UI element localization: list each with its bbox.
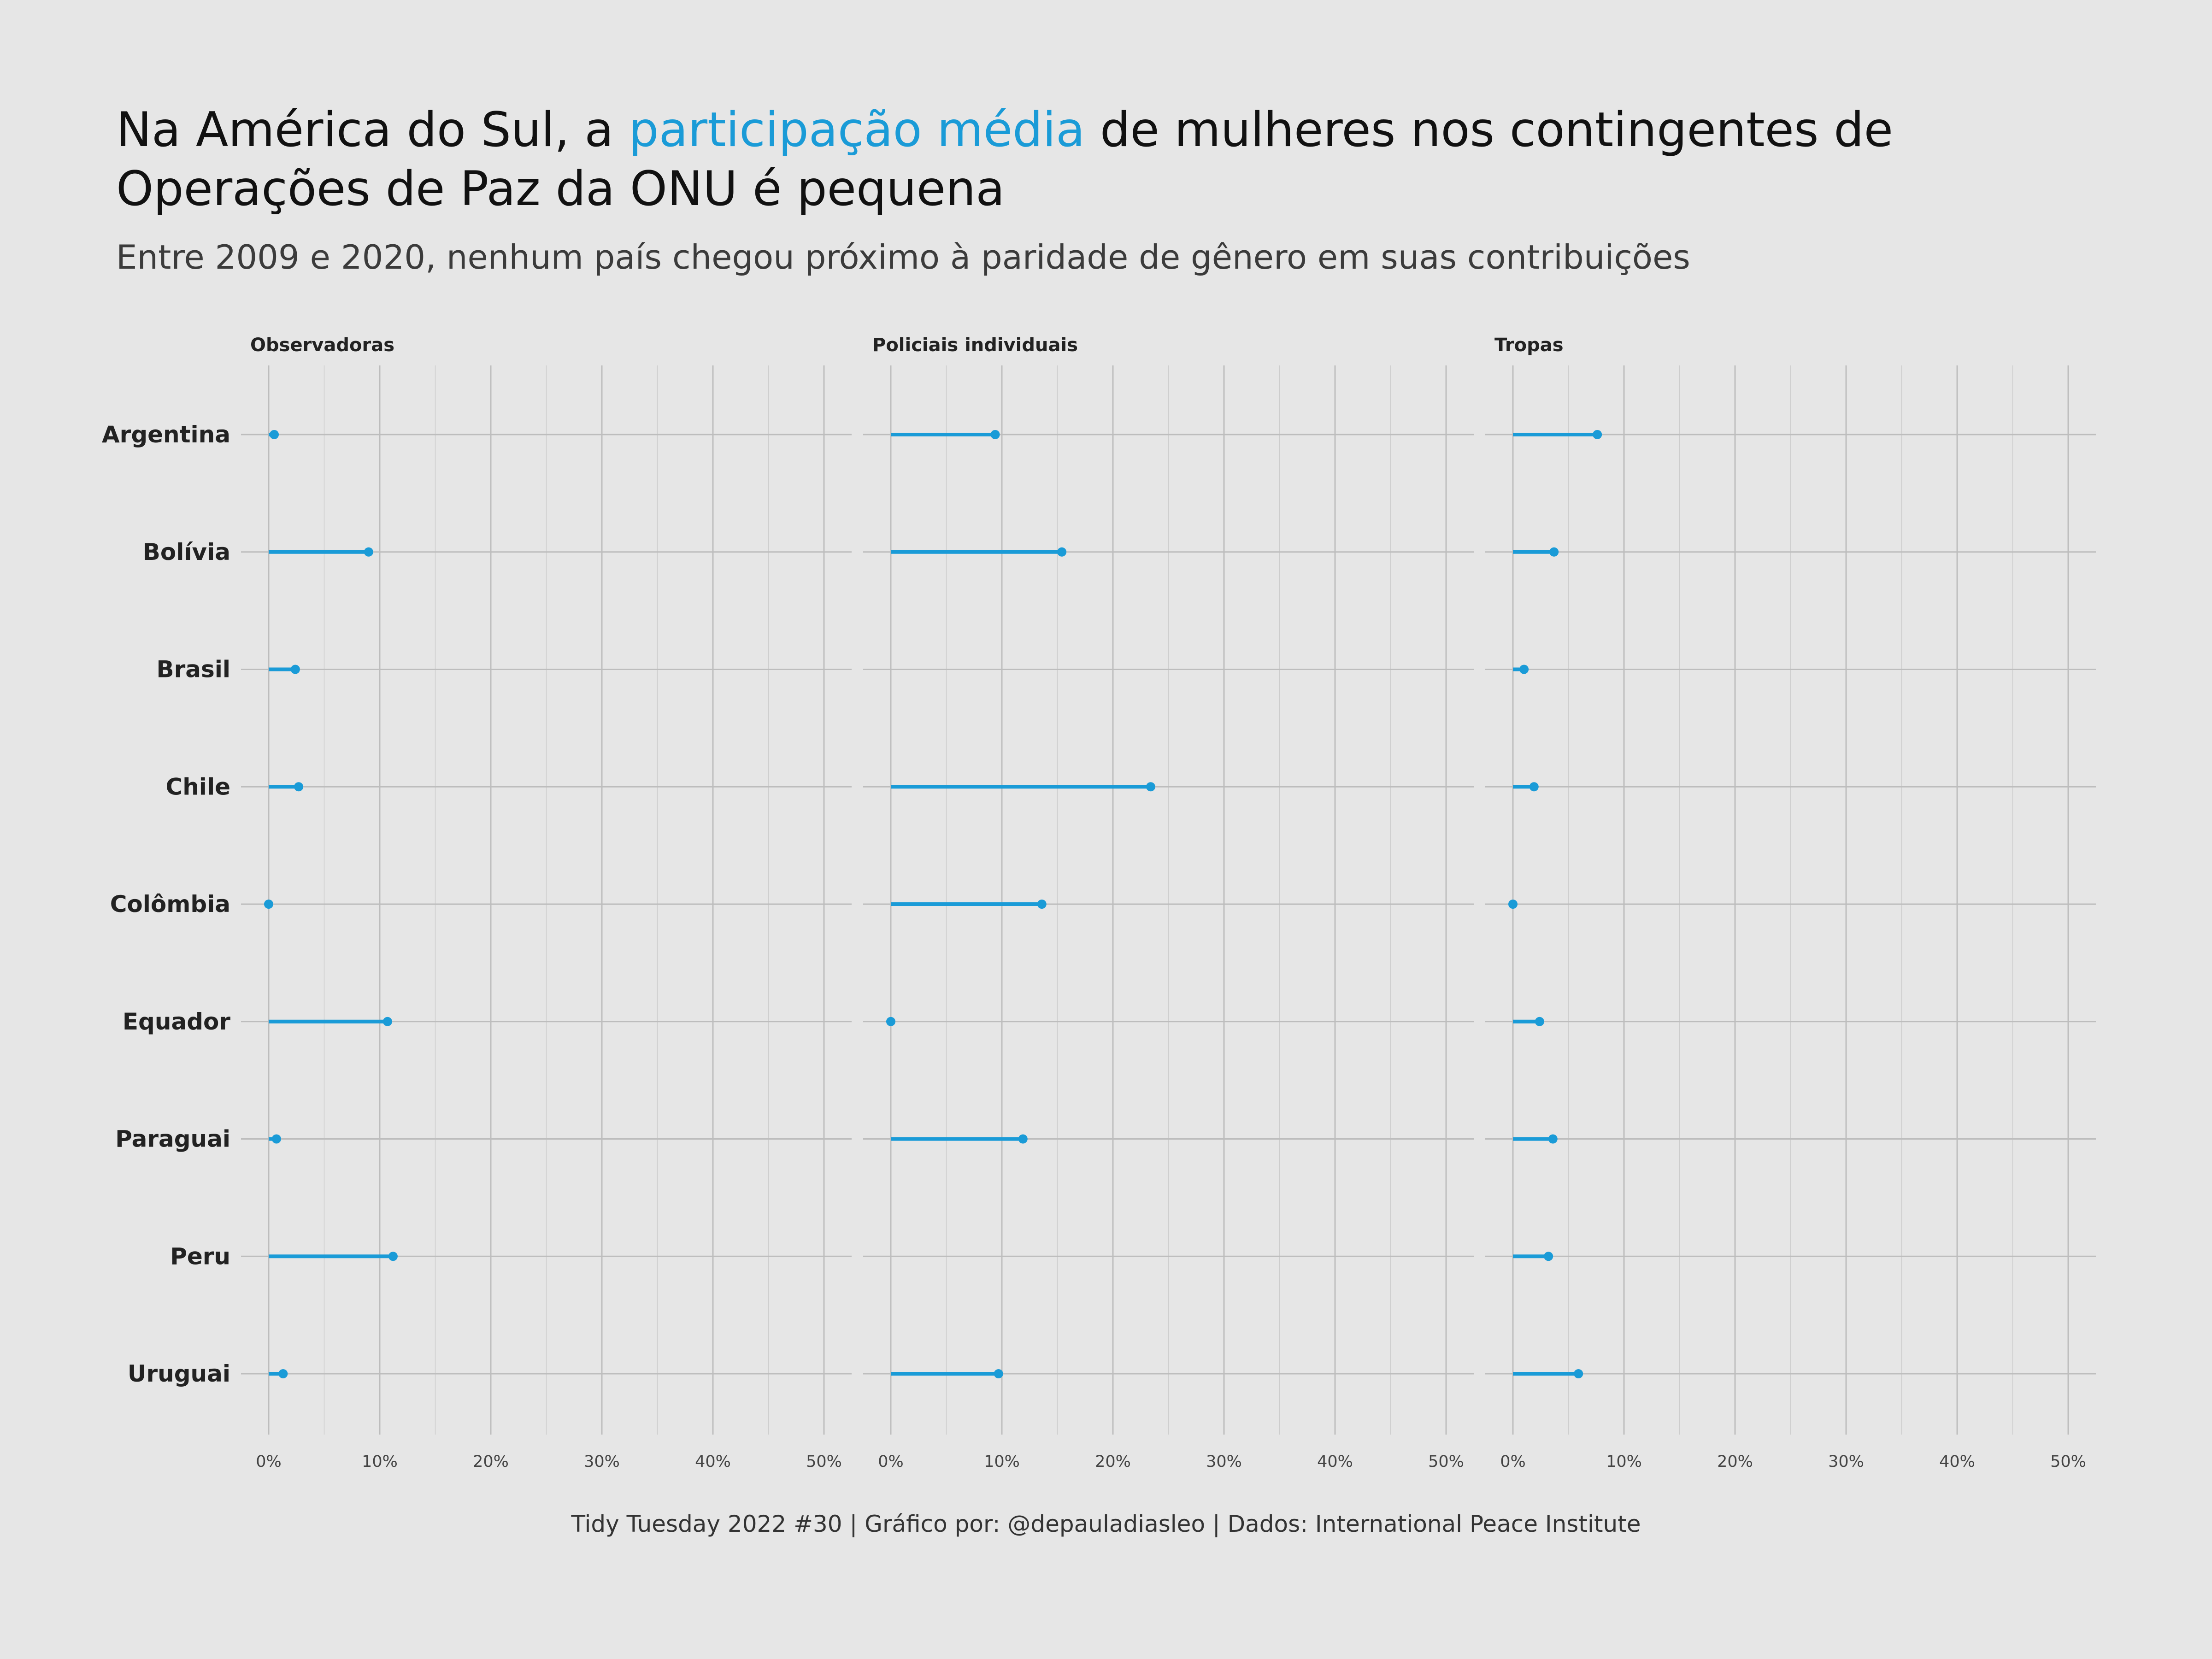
x-tick-label: 20% [1717,1453,1753,1471]
x-tick-label: 20% [1095,1453,1131,1471]
lollipop-point [1535,1017,1544,1026]
x-tick-label: 0% [256,1453,282,1471]
lollipop-point [270,430,279,439]
lollipop-point [290,665,300,674]
lollipop-point [1146,782,1155,792]
facet-title: Policiais individuais [872,335,1078,356]
country-label: Paraguai [115,1126,230,1153]
lollipop-point [364,547,373,557]
x-tick-label: 30% [1828,1453,1864,1471]
x-tick-label: 30% [1206,1453,1242,1471]
title-part-1: Na América do Sul, a [116,102,629,158]
country-label: Equador [123,1008,230,1035]
x-tick-label: 50% [2050,1453,2086,1471]
x-tick-label: 10% [984,1453,1020,1471]
lollipop-point [1593,430,1602,439]
lollipop-point [1574,1369,1583,1378]
x-tick-label: 0% [878,1453,904,1471]
chart-title: Na América do Sul, a participação média … [116,100,2098,218]
x-tick-label: 40% [695,1453,731,1471]
lollipop-point [1548,1134,1558,1144]
lollipop-point [994,1369,1003,1378]
lollipop-point [990,430,1000,439]
country-label: Bolívia [143,539,230,565]
lollipop-point [1037,900,1047,909]
x-tick-label: 40% [1939,1453,1975,1471]
lollipop-point [294,782,304,792]
country-label: Brasil [156,656,230,683]
x-tick-label: 10% [362,1453,398,1471]
lollipop-point [1508,900,1518,909]
lollipop-point [382,1017,392,1026]
country-label: Peru [170,1243,230,1270]
x-tick-label: 50% [806,1453,842,1471]
x-tick-label: 20% [473,1453,509,1471]
lollipop-point [1519,665,1529,674]
lollipop-point [1529,782,1539,792]
x-tick-label: 50% [1428,1453,1464,1471]
country-label: Argentina [102,421,230,448]
chart-subtitle: Entre 2009 e 2020, nenhum país chegou pr… [116,238,1690,276]
lollipop-point [886,1017,895,1026]
lollipop-point [1549,547,1559,557]
title-part-2: de mulheres nos contingentes de [1085,102,1894,158]
country-label: Chile [166,773,230,800]
title-highlight: participação média [629,102,1085,158]
lollipop-point [271,1134,281,1144]
facet-title: Observadoras [250,335,394,356]
lollipop-point [388,1252,398,1261]
chart-caption: Tidy Tuesday 2022 #30 | Gráfico por: @de… [571,1511,1641,1537]
title-line-2: Operações de Paz da ONU é pequena [116,161,1005,217]
country-label: Uruguai [128,1360,230,1387]
lollipop-point [264,900,273,909]
facet-title: Tropas [1494,335,1564,356]
country-label: Colômbia [110,891,230,918]
lollipop-point [1057,547,1067,557]
x-tick-label: 40% [1317,1453,1353,1471]
x-tick-label: 30% [584,1453,620,1471]
lollipop-point [1544,1252,1553,1261]
lollipop-point [278,1369,288,1378]
lollipop-point [1018,1134,1028,1144]
x-tick-label: 0% [1500,1453,1526,1471]
x-tick-label: 10% [1606,1453,1642,1471]
